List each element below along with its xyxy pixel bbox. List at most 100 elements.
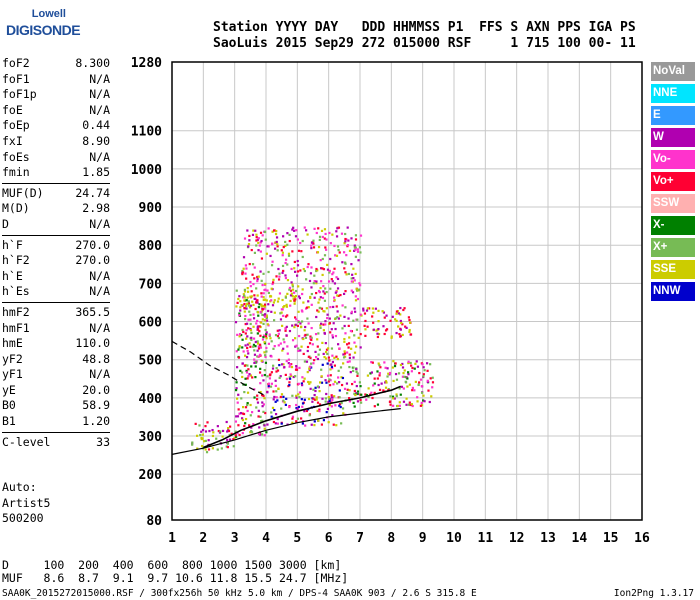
echo-point (386, 367, 389, 370)
echo-point (236, 401, 239, 404)
station-header-values: SaoLuis 2015 Sep29 272 015000 RSF 1 715 … (213, 36, 636, 51)
echo-point (330, 328, 333, 331)
echo-point (318, 235, 322, 238)
echo-point (240, 397, 243, 400)
echo-point (296, 324, 300, 327)
echo-point (326, 263, 329, 267)
echo-point (245, 277, 248, 280)
echo-point (244, 332, 247, 335)
echo-point (245, 337, 248, 340)
echo-point (301, 376, 304, 379)
station-header-labels: Station YYYY DAY DDD HHMMSS P1 FFS S AXN… (213, 20, 636, 35)
echo-point (327, 280, 331, 283)
echo-point (317, 332, 320, 335)
echo-point (284, 296, 287, 299)
echo-point (271, 243, 274, 246)
echo-point (284, 258, 288, 261)
echo-point (370, 371, 373, 374)
echo-point (256, 299, 259, 302)
echo-point (367, 395, 370, 399)
echo-point (345, 273, 348, 276)
echo-point (300, 345, 303, 348)
echo-point (281, 251, 285, 254)
echo-point (328, 271, 331, 274)
echo-point (338, 404, 341, 407)
echo-point (313, 274, 316, 277)
echo-point (360, 393, 363, 396)
echo-point (234, 430, 237, 433)
echo-point (290, 281, 293, 284)
echo-point (246, 290, 250, 293)
echo-point (302, 267, 305, 271)
echo-point (399, 363, 403, 367)
echo-point (327, 356, 331, 359)
echo-point (398, 401, 401, 404)
echo-point (387, 372, 390, 375)
echo-point (291, 295, 294, 298)
y-tick-label: 600 (139, 316, 163, 331)
echo-point (247, 375, 250, 378)
echo-point (245, 267, 248, 270)
echo-point (256, 332, 259, 335)
echo-point (373, 382, 376, 385)
echo-point (290, 267, 293, 271)
echo-point (419, 378, 423, 381)
echo-point (306, 265, 309, 269)
echo-point (225, 445, 228, 448)
echo-point (267, 384, 270, 388)
param-row: D N/A (2, 217, 110, 233)
echo-point (265, 331, 268, 334)
echo-point (233, 437, 236, 440)
echo-point (257, 347, 261, 350)
echo-point (328, 399, 331, 403)
echo-point (338, 403, 342, 406)
x-tick-label: 15 (603, 531, 619, 546)
echo-point (249, 431, 252, 434)
echo-point (333, 364, 337, 367)
echo-point (252, 345, 255, 348)
echo-point (258, 303, 261, 306)
echo-point (407, 360, 410, 363)
echo-point (318, 403, 322, 406)
echo-point (246, 346, 249, 350)
echo-point (273, 247, 277, 250)
echo-point (257, 432, 261, 436)
echo-point (422, 394, 425, 397)
echo-point (313, 424, 316, 427)
echo-point (241, 338, 244, 341)
echo-point (362, 309, 365, 312)
echo-point (321, 273, 324, 277)
echo-point (406, 377, 409, 380)
echo-point (271, 230, 274, 233)
echo-point (282, 399, 285, 402)
echo-point (261, 405, 264, 408)
echo-point (401, 362, 404, 366)
param-name: yF1 (2, 367, 23, 382)
echo-point (267, 227, 270, 230)
echo-point (400, 321, 403, 325)
echo-point (337, 248, 340, 252)
echo-point (315, 291, 318, 295)
param-value: N/A (89, 216, 110, 231)
echo-point (248, 373, 251, 376)
echo-point (293, 260, 296, 264)
echo-point (274, 413, 278, 416)
echo-point (397, 372, 401, 375)
echo-point (245, 307, 248, 310)
echo-point (328, 404, 331, 407)
echo-point (411, 404, 414, 408)
echo-point (270, 310, 273, 313)
param-name: D (2, 216, 9, 231)
echo-point (246, 343, 250, 346)
param-row: B0 58.9 (2, 398, 110, 414)
echo-point (326, 362, 329, 365)
echo-point (293, 295, 296, 299)
echo-point (321, 296, 325, 300)
echo-point (292, 226, 295, 229)
echo-point (317, 227, 320, 230)
echo-point (232, 445, 235, 448)
echo-point (394, 362, 397, 365)
echo-point (258, 353, 262, 356)
echo-point (241, 346, 244, 349)
echo-point (319, 322, 323, 325)
